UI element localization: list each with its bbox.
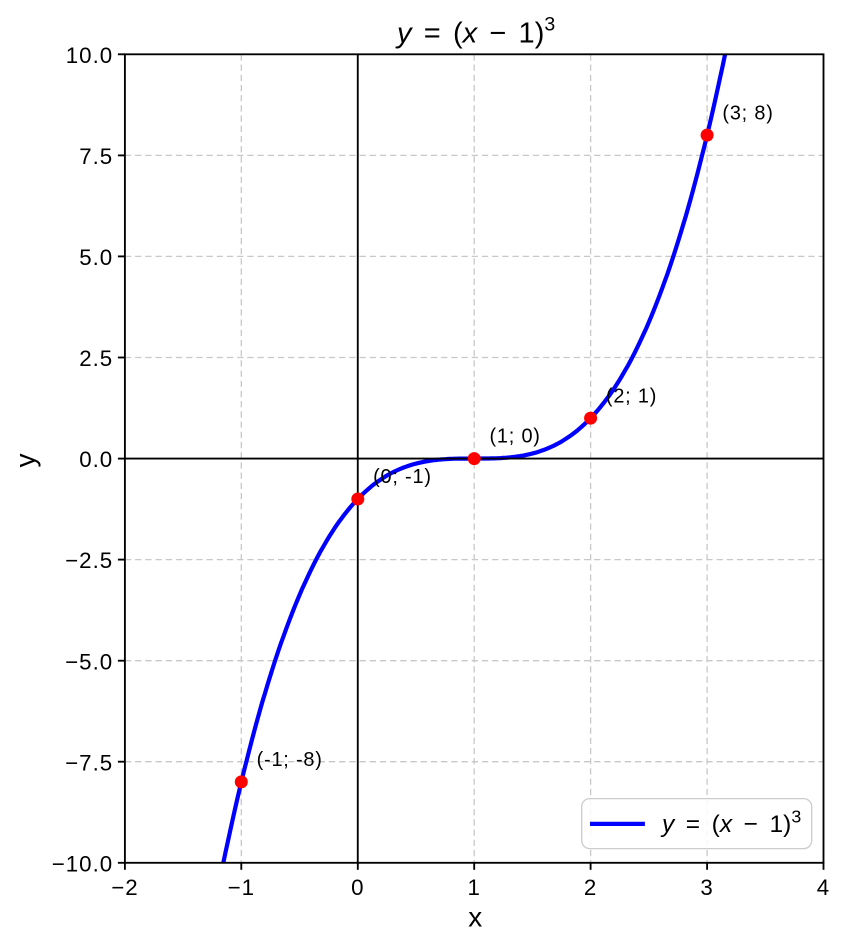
svg-text:3: 3: [700, 875, 713, 900]
svg-text:y: y: [10, 454, 41, 468]
svg-text:0.0: 0.0: [79, 447, 113, 472]
svg-text:−10.0: −10.0: [52, 851, 113, 876]
svg-text:2.5: 2.5: [79, 346, 113, 371]
svg-text:y = (x − 1)3: y = (x − 1)3: [395, 14, 555, 50]
svg-text:5.0: 5.0: [79, 245, 113, 270]
svg-text:y = (x − 1)3: y = (x − 1)3: [660, 806, 801, 838]
svg-text:4: 4: [817, 875, 830, 900]
svg-text:1: 1: [467, 875, 480, 900]
svg-text:(1; 0): (1; 0): [490, 426, 541, 448]
svg-text:−5.0: −5.0: [65, 649, 113, 674]
svg-text:x: x: [468, 901, 482, 932]
svg-text:2: 2: [584, 875, 597, 900]
svg-text:10.0: 10.0: [66, 43, 113, 68]
svg-text:−2.5: −2.5: [65, 548, 113, 573]
svg-text:(3; 8): (3; 8): [722, 102, 773, 124]
svg-text:−7.5: −7.5: [65, 750, 113, 775]
svg-text:(-1; -8): (-1; -8): [257, 749, 323, 771]
svg-text:0: 0: [351, 875, 364, 900]
svg-text:(0; -1): (0; -1): [373, 466, 432, 488]
svg-text:−2: −2: [111, 875, 138, 900]
svg-text:−1: −1: [228, 875, 255, 900]
svg-text:7.5: 7.5: [79, 144, 113, 169]
svg-text:(2; 1): (2; 1): [606, 385, 657, 407]
